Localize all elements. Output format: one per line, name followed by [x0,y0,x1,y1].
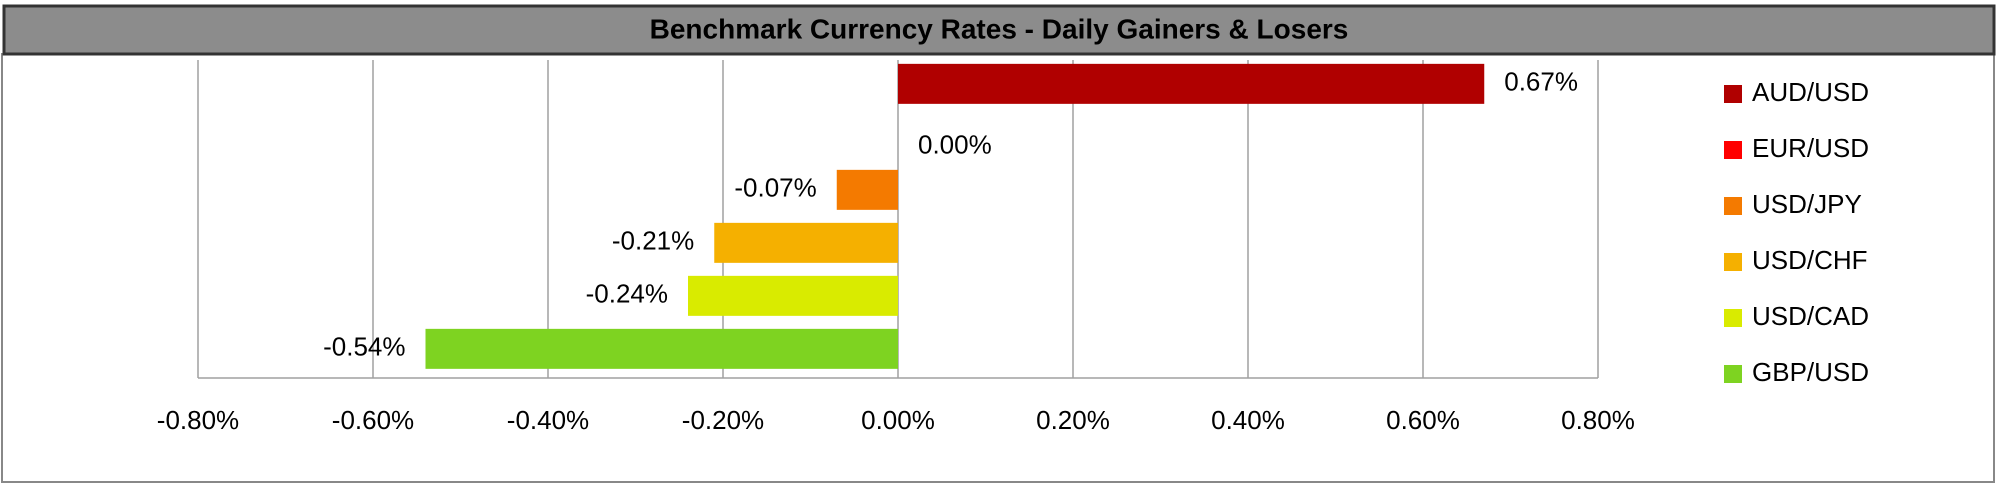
data-label: 0.00% [918,130,992,160]
legend-swatch [1724,85,1742,103]
legend-label: USD/JPY [1752,189,1862,219]
bar [688,275,898,316]
chart-frame [1,53,1995,483]
data-label: -0.21% [612,226,694,256]
data-label: -0.07% [734,173,816,203]
x-tick-label: 0.00% [861,405,935,435]
x-tick-label: 0.20% [1036,405,1110,435]
x-tick-label: -0.60% [332,405,414,435]
data-label: 0.67% [1504,67,1578,97]
x-tick-label: 0.60% [1386,405,1460,435]
chart-title: Benchmark Currency Rates - Daily Gainers… [650,13,1349,44]
x-tick-label: -0.20% [682,405,764,435]
legend-swatch [1724,253,1742,271]
legend-swatch [1724,197,1742,215]
legend-label: GBP/USD [1752,357,1869,387]
legend-label: USD/CHF [1752,245,1868,275]
legend-label: EUR/USD [1752,133,1869,163]
data-label: -0.24% [586,279,668,309]
title-bar [2,4,1996,56]
legend-label: USD/CAD [1752,301,1869,331]
legend-label: AUD/USD [1752,77,1869,107]
bar [714,222,898,263]
bar [898,63,1485,104]
legend-swatch [1724,309,1742,327]
x-tick-label: 0.40% [1211,405,1285,435]
x-tick-label: -0.40% [507,405,589,435]
legend-swatch [1724,365,1742,383]
bar [425,328,898,369]
data-label: -0.54% [323,332,405,362]
bar [836,169,898,210]
x-tick-label: 0.80% [1561,405,1635,435]
x-tick-label: -0.80% [157,405,239,435]
legend-swatch [1724,141,1742,159]
